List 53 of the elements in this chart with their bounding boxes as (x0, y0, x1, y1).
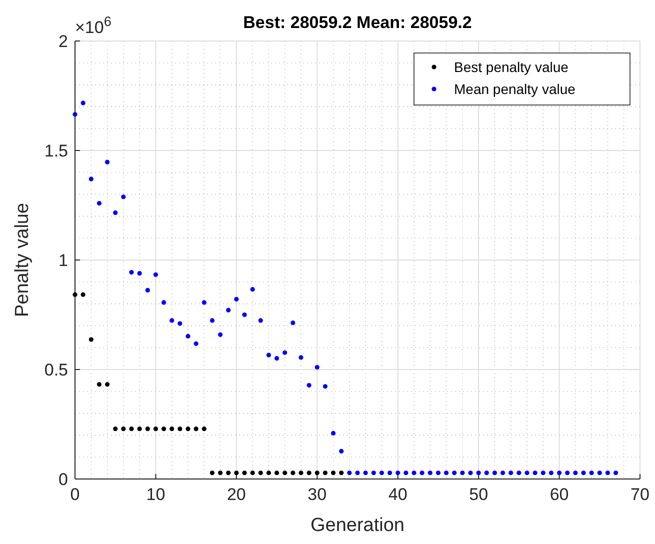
point (137, 426, 142, 432)
point (96, 382, 102, 387)
point (121, 426, 126, 432)
point (80, 292, 86, 297)
y-tick-label: 0.5 (44, 360, 68, 380)
point (170, 426, 174, 432)
x-tick-label: 60 (550, 485, 569, 504)
point (226, 470, 231, 476)
point (242, 470, 247, 476)
point (161, 426, 166, 432)
point (266, 470, 272, 476)
point (153, 426, 158, 432)
point (113, 426, 118, 432)
point (202, 426, 206, 432)
point (258, 470, 263, 476)
point (186, 426, 190, 432)
x-tick-label: 70 (630, 485, 650, 504)
x-tick-label: 30 (308, 485, 327, 504)
point (129, 426, 134, 432)
legend-label: Mean penalty value (454, 81, 576, 97)
y-tick-label: 1.5 (44, 142, 68, 160)
point (339, 470, 344, 476)
x-tick-label: 40 (388, 485, 408, 504)
point (306, 470, 312, 476)
point (104, 382, 110, 387)
point (210, 470, 215, 476)
point (178, 426, 182, 432)
point (250, 470, 255, 476)
x-tick-label: 10 (146, 485, 166, 504)
point (282, 470, 288, 476)
point (218, 470, 223, 476)
point (145, 426, 150, 432)
y-tick-label: 2 (58, 32, 68, 51)
point (72, 292, 78, 297)
y-axis-title: Penalty value (12, 202, 33, 318)
point (274, 470, 280, 476)
legend-label: Best penalty value (454, 59, 569, 75)
point (322, 470, 328, 476)
x-axis-title: Generation (310, 515, 405, 536)
point (290, 470, 296, 476)
point (330, 470, 336, 476)
point (194, 426, 198, 432)
y-tick-label: 0 (58, 470, 68, 489)
point (298, 470, 304, 476)
x-tick-label: 50 (469, 485, 488, 504)
x-tick-label: 20 (226, 485, 246, 504)
x-tick-label: 0 (70, 485, 80, 504)
point (314, 470, 320, 476)
point (234, 470, 239, 476)
text: ×10$^{6}$ (75, 14, 112, 37)
y-tick-label: 1 (58, 251, 68, 270)
point (88, 337, 94, 342)
chart-title: Best: 28059.2 Mean: 28059.2 (243, 13, 472, 32)
